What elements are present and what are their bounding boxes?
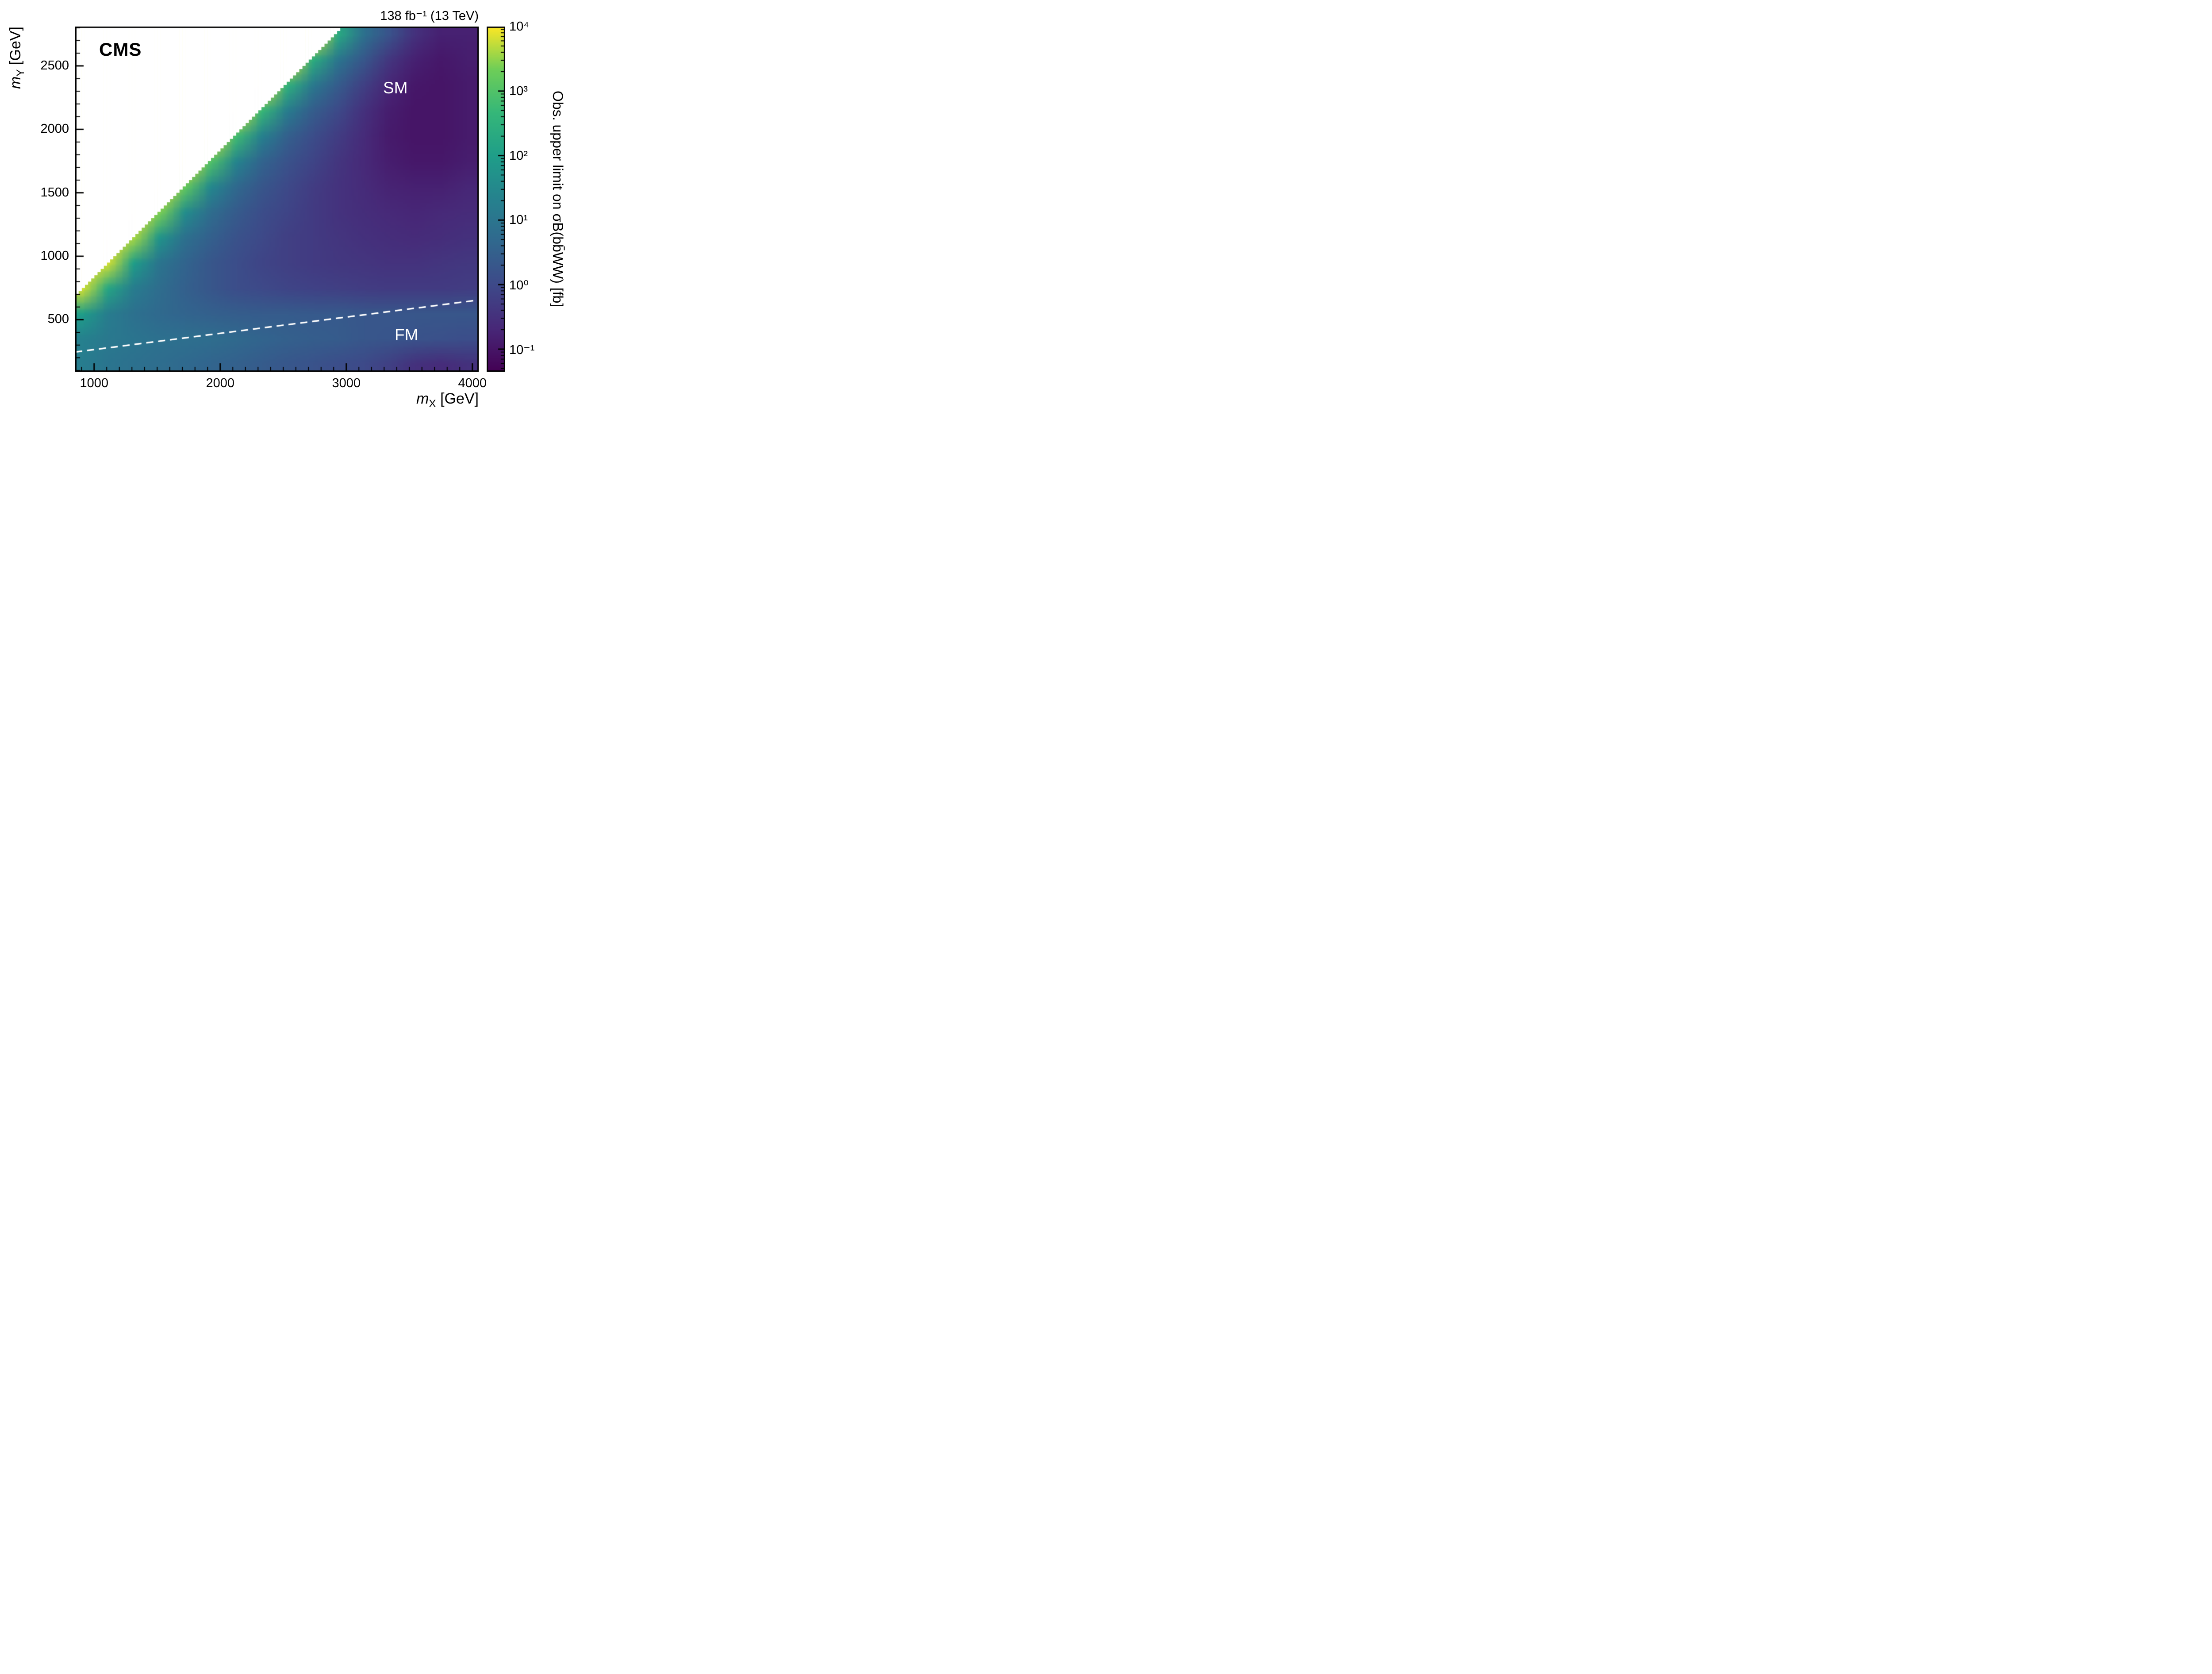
lumi-label: 138 fb⁻¹ (13 TeV) xyxy=(380,9,479,23)
colorbar-canvas xyxy=(487,27,505,372)
y-tick-label: 500 xyxy=(47,312,69,327)
y-axis-title-symbol: m xyxy=(7,76,24,89)
region-label-fm: FM xyxy=(395,326,419,344)
x-tick-label: 2000 xyxy=(206,376,234,390)
colorbar-tick-label: 10² xyxy=(509,148,528,163)
region-label-sm: SM xyxy=(383,79,408,97)
x-tick-label: 3000 xyxy=(332,376,361,390)
y-tick-label: 1000 xyxy=(40,249,69,263)
colorbar-tick-label: 10⁰ xyxy=(509,278,529,293)
y-tick-label: 2000 xyxy=(40,122,69,136)
heatmap-canvas xyxy=(75,27,479,372)
x-axis-title-units: [GeV] xyxy=(436,390,479,407)
colorbar-tick-label: 10¹ xyxy=(509,213,528,227)
figure: 138 fb⁻¹ (13 TeV) CMS SM FM mX [GeV] mY … xyxy=(0,0,574,419)
x-tick-label: 1000 xyxy=(80,376,108,390)
x-axis-title-subscript: X xyxy=(429,397,436,410)
y-tick-label: 1500 xyxy=(40,185,69,200)
colorbar-tick-label: 10³ xyxy=(509,84,528,98)
x-axis-title: mX [GeV] xyxy=(416,390,479,410)
y-tick-label: 2500 xyxy=(40,58,69,73)
x-axis-title-symbol: m xyxy=(416,390,429,407)
x-tick-label: 4000 xyxy=(458,376,487,390)
colorbar-tick-label: 10⁴ xyxy=(509,19,529,34)
colorbar-title: Obs. upper limit on σB(bb̄WW) [fb] xyxy=(550,91,566,308)
colorbar-tick-label: 10⁻¹ xyxy=(509,342,535,357)
experiment-label: CMS xyxy=(99,39,142,60)
